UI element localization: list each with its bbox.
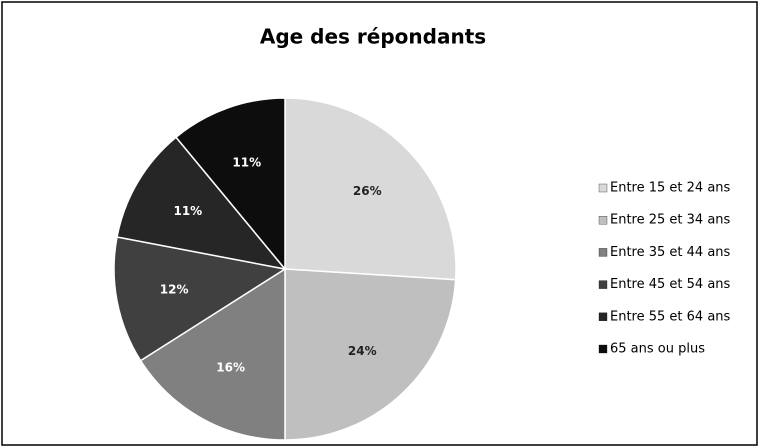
legend-swatch [598, 312, 608, 321]
legend-swatch [598, 248, 608, 257]
legend-label: Entre 35 et 44 ans [610, 245, 731, 260]
data-label: 11% [173, 204, 202, 218]
chart-title: Age des répondants [260, 25, 486, 49]
legend-swatch [598, 344, 608, 354]
data-label: 26% [353, 184, 382, 198]
legend-label: 65 ans ou plus [610, 342, 705, 357]
legend-swatch [598, 216, 608, 225]
pie-slice [139, 267, 286, 441]
data-label: 16% [216, 360, 245, 374]
pie-slice [284, 97, 457, 281]
data-label: 11% [232, 155, 261, 169]
pie-slice [284, 268, 457, 441]
legend-label: Entre 55 et 64 ans [610, 309, 731, 324]
data-label: 24% [348, 344, 377, 358]
legend-label: Entre 45 et 54 ans [610, 277, 731, 292]
legend-label: Entre 25 et 34 ans [610, 213, 731, 228]
legend-swatch [598, 183, 608, 193]
data-label: 12% [160, 283, 189, 297]
pie-slice [116, 136, 287, 271]
pie-slice [174, 97, 286, 272]
pie-slice [113, 236, 288, 362]
legend-swatch [598, 280, 608, 289]
legend-label: Entre 15 et 24 ans [610, 181, 731, 196]
